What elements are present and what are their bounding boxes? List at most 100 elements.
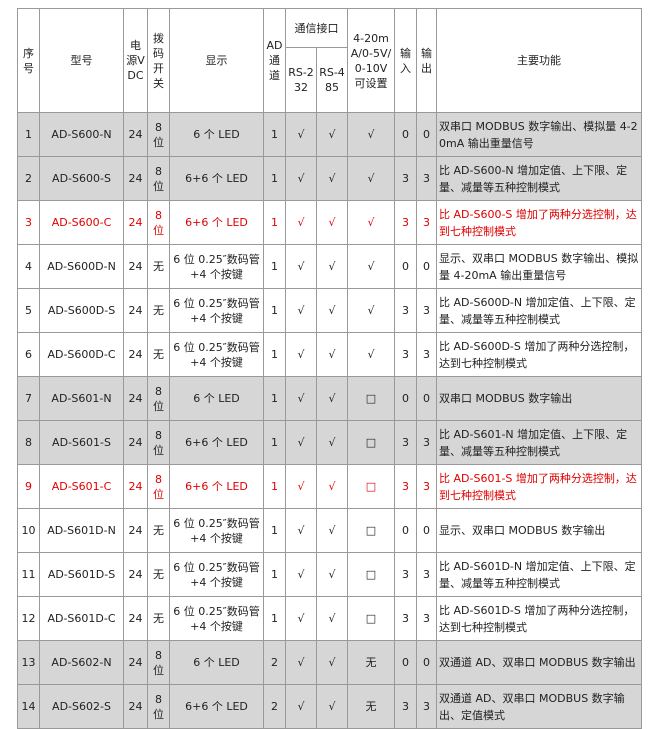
cell-no: 12 (17, 596, 40, 641)
cell-power: 24 (123, 376, 148, 421)
table-row: 9 AD-S601-C 24 8位 6+6 个 LED 1 √ √ □ 3 3 比 AD-S601-S… (17, 464, 642, 509)
cell-analog: √ (347, 244, 395, 289)
cell-rs485: √ (316, 684, 348, 729)
cell-power: 24 (123, 244, 148, 289)
cell-output: 0 (416, 376, 437, 421)
cell-model: AD-S601D-S (39, 552, 124, 597)
cell-input: 3 (394, 200, 417, 245)
cell-rs232: √ (285, 376, 317, 421)
cell-no: 2 (17, 156, 40, 201)
cell-rs232: √ (285, 508, 317, 553)
cell-input: 0 (394, 376, 417, 421)
cell-model: AD-S601-S (39, 420, 124, 465)
cell-rs485: √ (316, 156, 348, 201)
table-row: 14 AD-S602-S 24 8位 6+6 个 LED 2 √ √ 无 3 3 双通道 AD、双串口… (17, 684, 642, 729)
cell-input: 0 (394, 112, 417, 157)
table-row: 6 AD-S600D-C 24 无 6 位 0.25″数码管+4 个按键 1 √ √ √ 3 3 比 … (17, 332, 642, 377)
cell-model: AD-S601D-C (39, 596, 124, 641)
header-cell: 输入 (394, 8, 417, 113)
cell-rs232: √ (285, 684, 317, 729)
cell-analog: 无 (347, 684, 395, 729)
header-cell: 4-20mA/0-5V/0-10V可设置 (347, 8, 395, 113)
cell-model: AD-S600D-S (39, 288, 124, 333)
header-cell: RS-232 (285, 47, 317, 113)
cell-display: 6 位 0.25″数码管+4 个按键 (169, 508, 264, 553)
cell-function: 双通道 AD、双串口 MODBUS 数字输出、定值模式 (436, 684, 642, 729)
cell-output: 0 (416, 244, 437, 289)
cell-output: 3 (416, 420, 437, 465)
cell-rs232: √ (285, 464, 317, 509)
table-row: 10 AD-S601D-N 24 无 6 位 0.25″数码管+4 个按键 1 √ √ □ 0 0 显… (17, 508, 642, 553)
cell-no: 6 (17, 332, 40, 377)
cell-analog: □ (347, 420, 395, 465)
header-cell: 型号 (39, 8, 124, 113)
header-cell: 通信接口 (285, 8, 348, 48)
table-row: 4 AD-S600D-N 24 无 6 位 0.25″数码管+4 个按键 1 √ √ √ 0 0 显示… (17, 244, 642, 289)
cell-dip: 无 (147, 596, 170, 641)
cell-ad: 1 (263, 200, 286, 245)
header-cell: 输出 (416, 8, 437, 113)
cell-input: 0 (394, 640, 417, 685)
cell-dip: 无 (147, 552, 170, 597)
cell-analog: □ (347, 508, 395, 553)
header-cell: 主要功能 (436, 8, 642, 113)
header-cell: RS-485 (316, 47, 348, 113)
cell-model: AD-S600-C (39, 200, 124, 245)
cell-function: 双串口 MODBUS 数字输出 (436, 376, 642, 421)
table-head: 序号 型号 电源VDC 拨码开关 显示 AD通道 通信接口 4-20mA/0-5… (17, 8, 642, 113)
cell-ad: 1 (263, 156, 286, 201)
cell-model: AD-S601-N (39, 376, 124, 421)
table-row: 5 AD-S600D-S 24 无 6 位 0.25″数码管+4 个按键 1 √ √ √ 3 3 比 … (17, 288, 642, 333)
cell-input: 3 (394, 420, 417, 465)
cell-power: 24 (123, 640, 148, 685)
cell-no: 3 (17, 200, 40, 245)
cell-rs485: √ (316, 420, 348, 465)
cell-function: 比 AD-S601D-N 增加定值、上下限、定量、减量等五种控制模式 (436, 552, 642, 597)
cell-output: 3 (416, 200, 437, 245)
cell-analog: 无 (347, 640, 395, 685)
cell-rs232: √ (285, 420, 317, 465)
cell-dip: 8位 (147, 376, 170, 421)
cell-output: 3 (416, 332, 437, 377)
cell-analog: √ (347, 156, 395, 201)
cell-function: 双通道 AD、双串口 MODBUS 数字输出 (436, 640, 642, 685)
cell-dip: 8位 (147, 420, 170, 465)
cell-dip: 8位 (147, 112, 170, 157)
cell-rs232: √ (285, 640, 317, 685)
cell-display: 6+6 个 LED (169, 420, 264, 465)
cell-output: 3 (416, 288, 437, 333)
cell-dip: 无 (147, 244, 170, 289)
cell-display: 6 位 0.25″数码管+4 个按键 (169, 244, 264, 289)
cell-rs232: √ (285, 244, 317, 289)
cell-no: 5 (17, 288, 40, 333)
cell-input: 3 (394, 288, 417, 333)
cell-power: 24 (123, 156, 148, 201)
cell-rs485: √ (316, 508, 348, 553)
cell-dip: 无 (147, 332, 170, 377)
cell-analog: □ (347, 464, 395, 509)
cell-display: 6+6 个 LED (169, 200, 264, 245)
cell-ad: 1 (263, 508, 286, 553)
header-cell: 拨码开关 (147, 8, 170, 113)
cell-ad: 1 (263, 596, 286, 641)
cell-rs485: √ (316, 288, 348, 333)
cell-input: 3 (394, 464, 417, 509)
cell-output: 0 (416, 640, 437, 685)
cell-function: 比 AD-S600-N 增加定值、上下限、定量、减量等五种控制模式 (436, 156, 642, 201)
cell-ad: 1 (263, 288, 286, 333)
cell-ad: 1 (263, 244, 286, 289)
cell-power: 24 (123, 508, 148, 553)
cell-model: AD-S600-S (39, 156, 124, 201)
cell-power: 24 (123, 112, 148, 157)
cell-model: AD-S602-S (39, 684, 124, 729)
cell-function: 比 AD-S601-N 增加定值、上下限、定量、减量等五种控制模式 (436, 420, 642, 465)
cell-display: 6 个 LED (169, 640, 264, 685)
cell-power: 24 (123, 684, 148, 729)
cell-power: 24 (123, 420, 148, 465)
cell-rs485: √ (316, 200, 348, 245)
table-row: 13 AD-S602-N 24 8位 6 个 LED 2 √ √ 无 0 0 双通道 AD、双串口 M… (17, 640, 642, 685)
cell-rs485: √ (316, 112, 348, 157)
cell-function: 比 AD-S600D-N 增加定值、上下限、定量、减量等五种控制模式 (436, 288, 642, 333)
cell-function: 显示、双串口 MODBUS 数字输出、模拟量 4-20mA 输出重量信号 (436, 244, 642, 289)
